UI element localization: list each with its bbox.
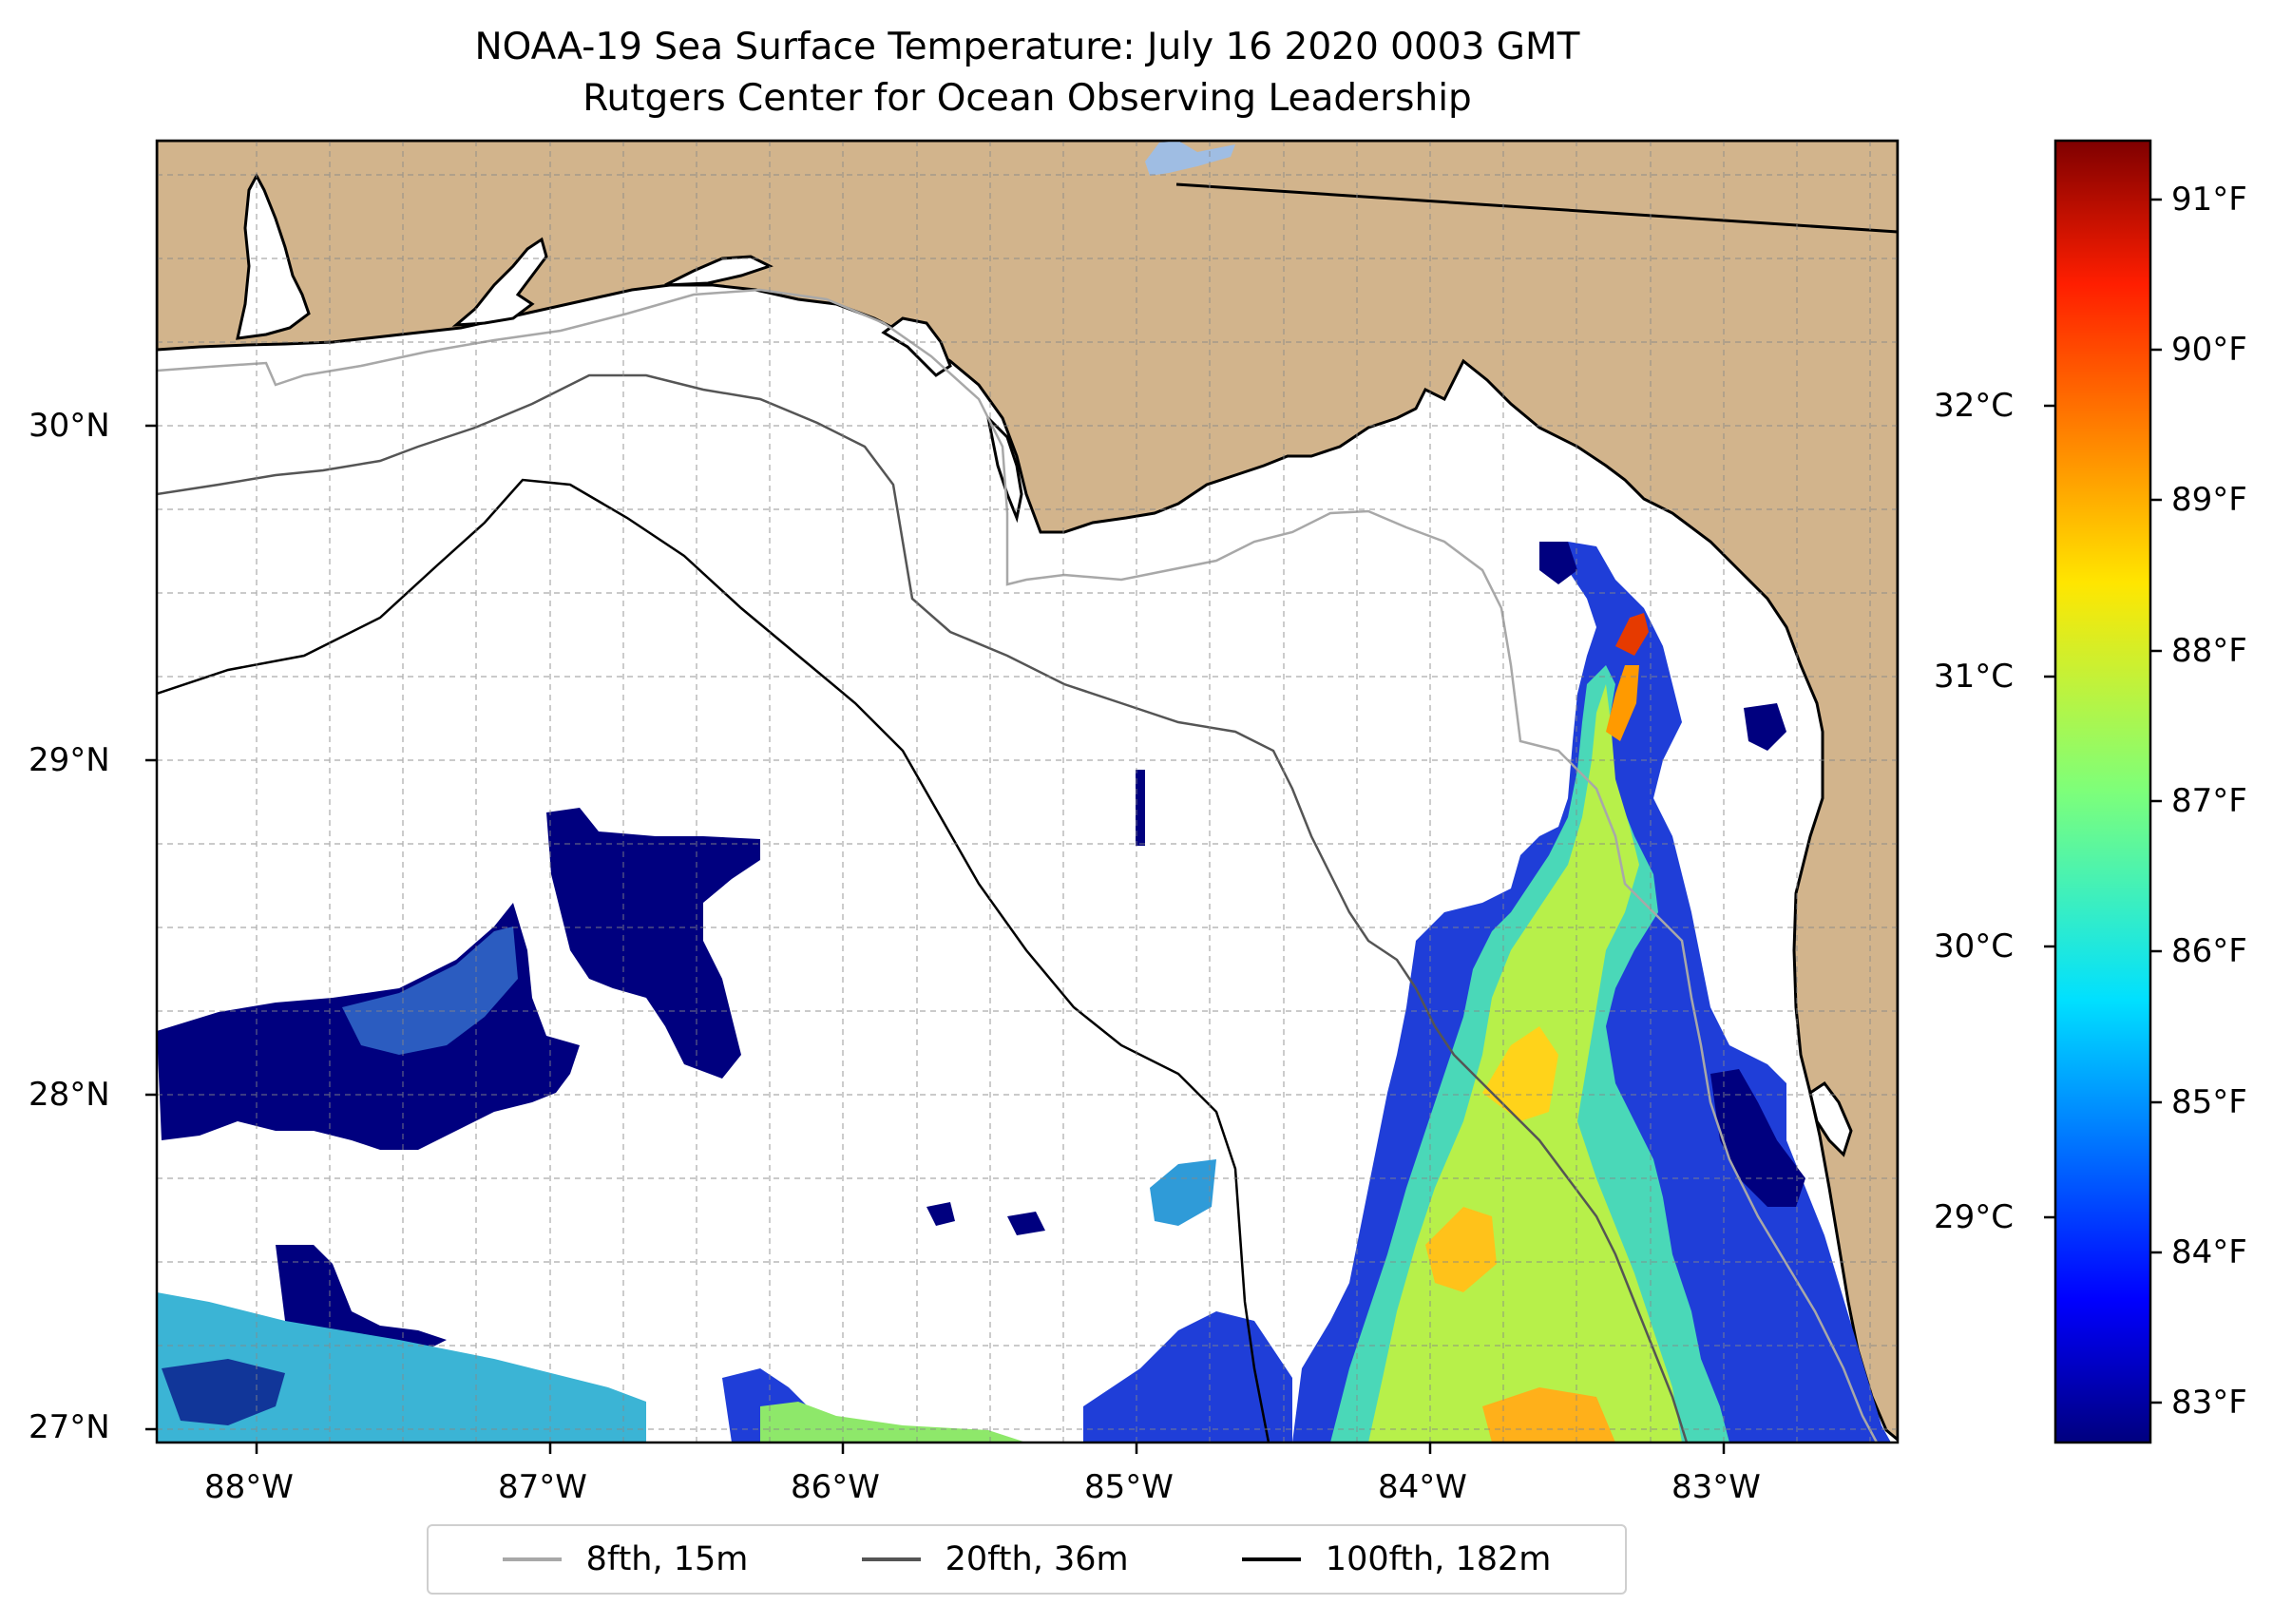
map-title: NOAA-19 Sea Surface Temperature: July 16… [474, 26, 1580, 68]
sst-data [157, 542, 1891, 1442]
legend-item-100fth: 100fth, 182m [1241, 1540, 1552, 1578]
mobile-bay [236, 172, 311, 340]
lon-tick-label: 85°W [1084, 1468, 1174, 1506]
legend-item-8fth: 8fth, 15m [502, 1540, 749, 1578]
lon-tick-label: 87°W [498, 1468, 587, 1506]
colorbar-celsius-label: 32°C [1934, 387, 2015, 425]
choctawhatchee-bay [664, 255, 774, 287]
colorbar-fahrenheit-label: 85°F [2171, 1083, 2247, 1121]
lon-tick-label: 83°W [1671, 1468, 1761, 1506]
colorbar-fahrenheit-label: 83°F [2171, 1384, 2247, 1422]
colorbar-celsius-label: 30°C [1934, 927, 2015, 965]
lon-tick-label: 84°W [1378, 1468, 1467, 1506]
colorbar-fahrenheit-label: 91°F [2171, 181, 2247, 219]
colorbar-celsius-label: 29°C [1934, 1198, 2015, 1236]
colorbar-fahrenheit-label: 88°F [2171, 632, 2247, 670]
lake [1145, 141, 1235, 176]
isobath-100fth [157, 478, 1270, 1442]
state-border [1175, 182, 1898, 234]
map-subtitle: Rutgers Center for Ocean Observing Leade… [583, 77, 1472, 120]
isobath-legend: 8fth, 15m 20fth, 36m 100fth, 182m [427, 1524, 1627, 1595]
pensacola-bay [451, 237, 548, 327]
colorbar-fahrenheit-label: 84°F [2171, 1233, 2247, 1271]
lat-tick-label: 29°N [29, 741, 110, 779]
lon-tick-label: 88°W [204, 1468, 294, 1506]
legend-swatch [1241, 1557, 1301, 1561]
legend-label: 100fth, 182m [1325, 1540, 1552, 1578]
legend-label: 20fth, 36m [945, 1540, 1129, 1578]
legend-swatch [861, 1557, 921, 1561]
axis-ticks [145, 424, 1726, 1454]
lat-tick-label: 27°N [29, 1408, 110, 1446]
lon-tick-label: 86°W [791, 1468, 880, 1506]
isobath-20fth [157, 373, 1689, 1442]
colorbar-fahrenheit-label: 90°F [2171, 331, 2247, 369]
legend-label: 8fth, 15m [585, 1540, 749, 1578]
isobath-8fth [157, 288, 1879, 1442]
legend-item-20fth: 20fth, 36m [861, 1540, 1129, 1578]
colorbar-fahrenheit-label: 86°F [2171, 932, 2247, 970]
plot-frame [155, 139, 1900, 1444]
colorbar-fahrenheit-label: 87°F [2171, 782, 2247, 820]
colorbar-fahrenheit-label: 89°F [2171, 481, 2247, 519]
colorbar-ticks [2044, 198, 2162, 1404]
colorbar-celsius-label: 31°C [1934, 658, 2015, 696]
graticule [157, 141, 1898, 1442]
colorbar [2053, 139, 2152, 1444]
lat-tick-label: 28°N [29, 1076, 110, 1114]
legend-swatch [502, 1557, 562, 1561]
tampa-bay [1808, 1080, 1853, 1157]
lat-tick-label: 30°N [29, 407, 110, 445]
